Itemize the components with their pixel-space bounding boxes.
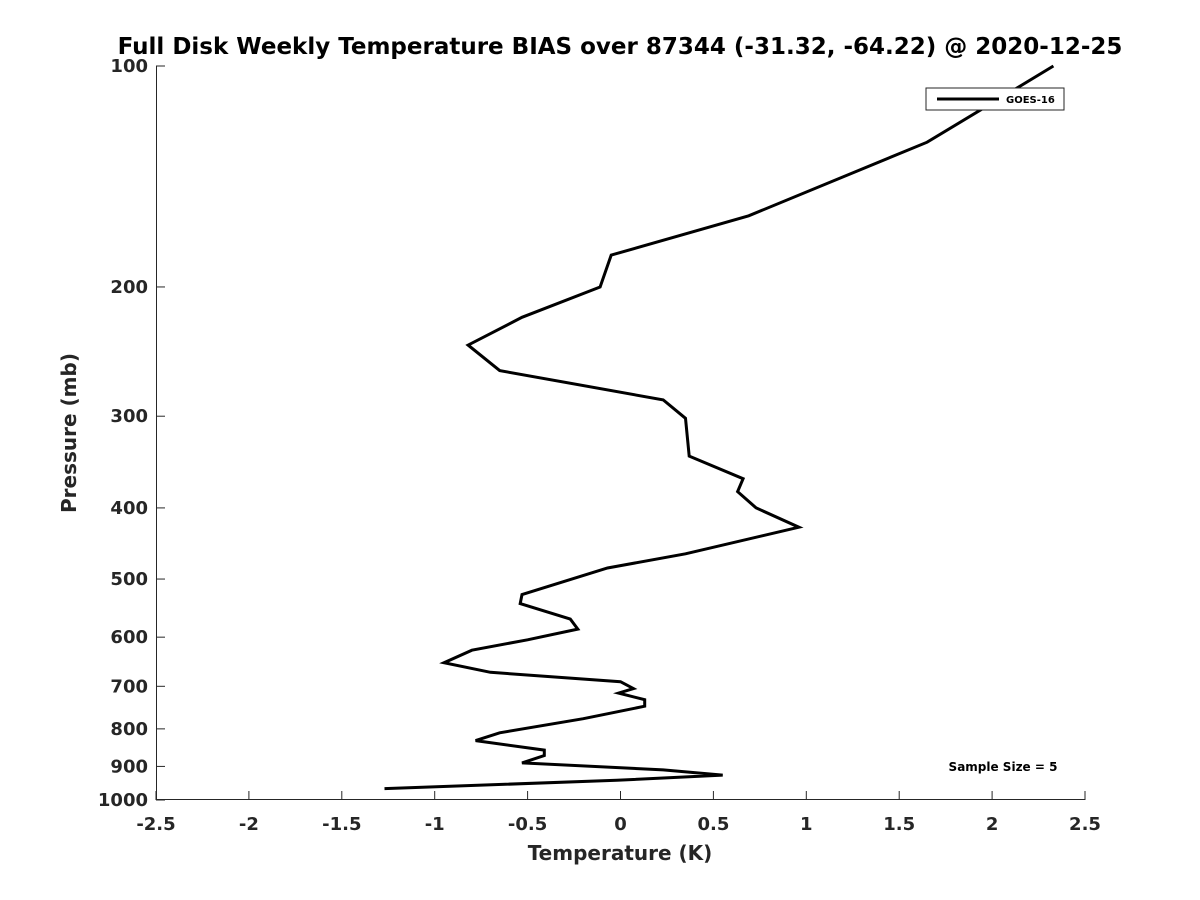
y-tick-label: 800 <box>110 719 148 740</box>
y-tick-label: 1000 <box>98 790 148 811</box>
y-tick-label: 200 <box>110 277 148 298</box>
x-tick-label: 2 <box>986 814 999 835</box>
x-tick-label: -1 <box>425 814 445 835</box>
sample-size-annotation: Sample Size = 5 <box>949 760 1058 774</box>
chart-title: Full Disk Weekly Temperature BIAS over 8… <box>118 34 1123 60</box>
legend-entry-goes-16: GOES-16 <box>1006 95 1055 106</box>
y-tick-label: 500 <box>110 569 148 590</box>
x-tick-label: -2 <box>239 814 259 835</box>
x-axis-ticks: -2.5 -2 -1.5 -1 -0.5 0 0.5 1 1.5 2 2.5 <box>136 791 1101 835</box>
x-tick-label: 0 <box>614 814 627 835</box>
x-tick-label: -0.5 <box>508 814 547 835</box>
y-tick-label: 600 <box>110 627 148 648</box>
series-line-goes-16 <box>384 64 1055 791</box>
x-axis-label: Temperature (K) <box>528 841 713 865</box>
x-tick-label: 0.5 <box>697 814 729 835</box>
legend: GOES-16 <box>925 87 1065 111</box>
y-tick-label: 100 <box>110 56 148 77</box>
series-layer <box>384 64 1055 791</box>
y-axis-label: Pressure (mb) <box>57 353 81 513</box>
x-tick-label: 1.5 <box>883 814 915 835</box>
plot-axes <box>156 66 1085 800</box>
y-axis-ticks: 100 200 300 400 500 600 700 800 900 1000 <box>98 56 165 811</box>
x-tick-label: 2.5 <box>1069 814 1101 835</box>
x-tick-label: -1.5 <box>322 814 361 835</box>
y-tick-label: 900 <box>110 756 148 777</box>
y-tick-label: 300 <box>110 406 148 427</box>
y-tick-label: 700 <box>110 676 148 697</box>
x-tick-label: 1 <box>800 814 813 835</box>
x-tick-label: -2.5 <box>136 814 175 835</box>
y-tick-label: 400 <box>110 498 148 519</box>
